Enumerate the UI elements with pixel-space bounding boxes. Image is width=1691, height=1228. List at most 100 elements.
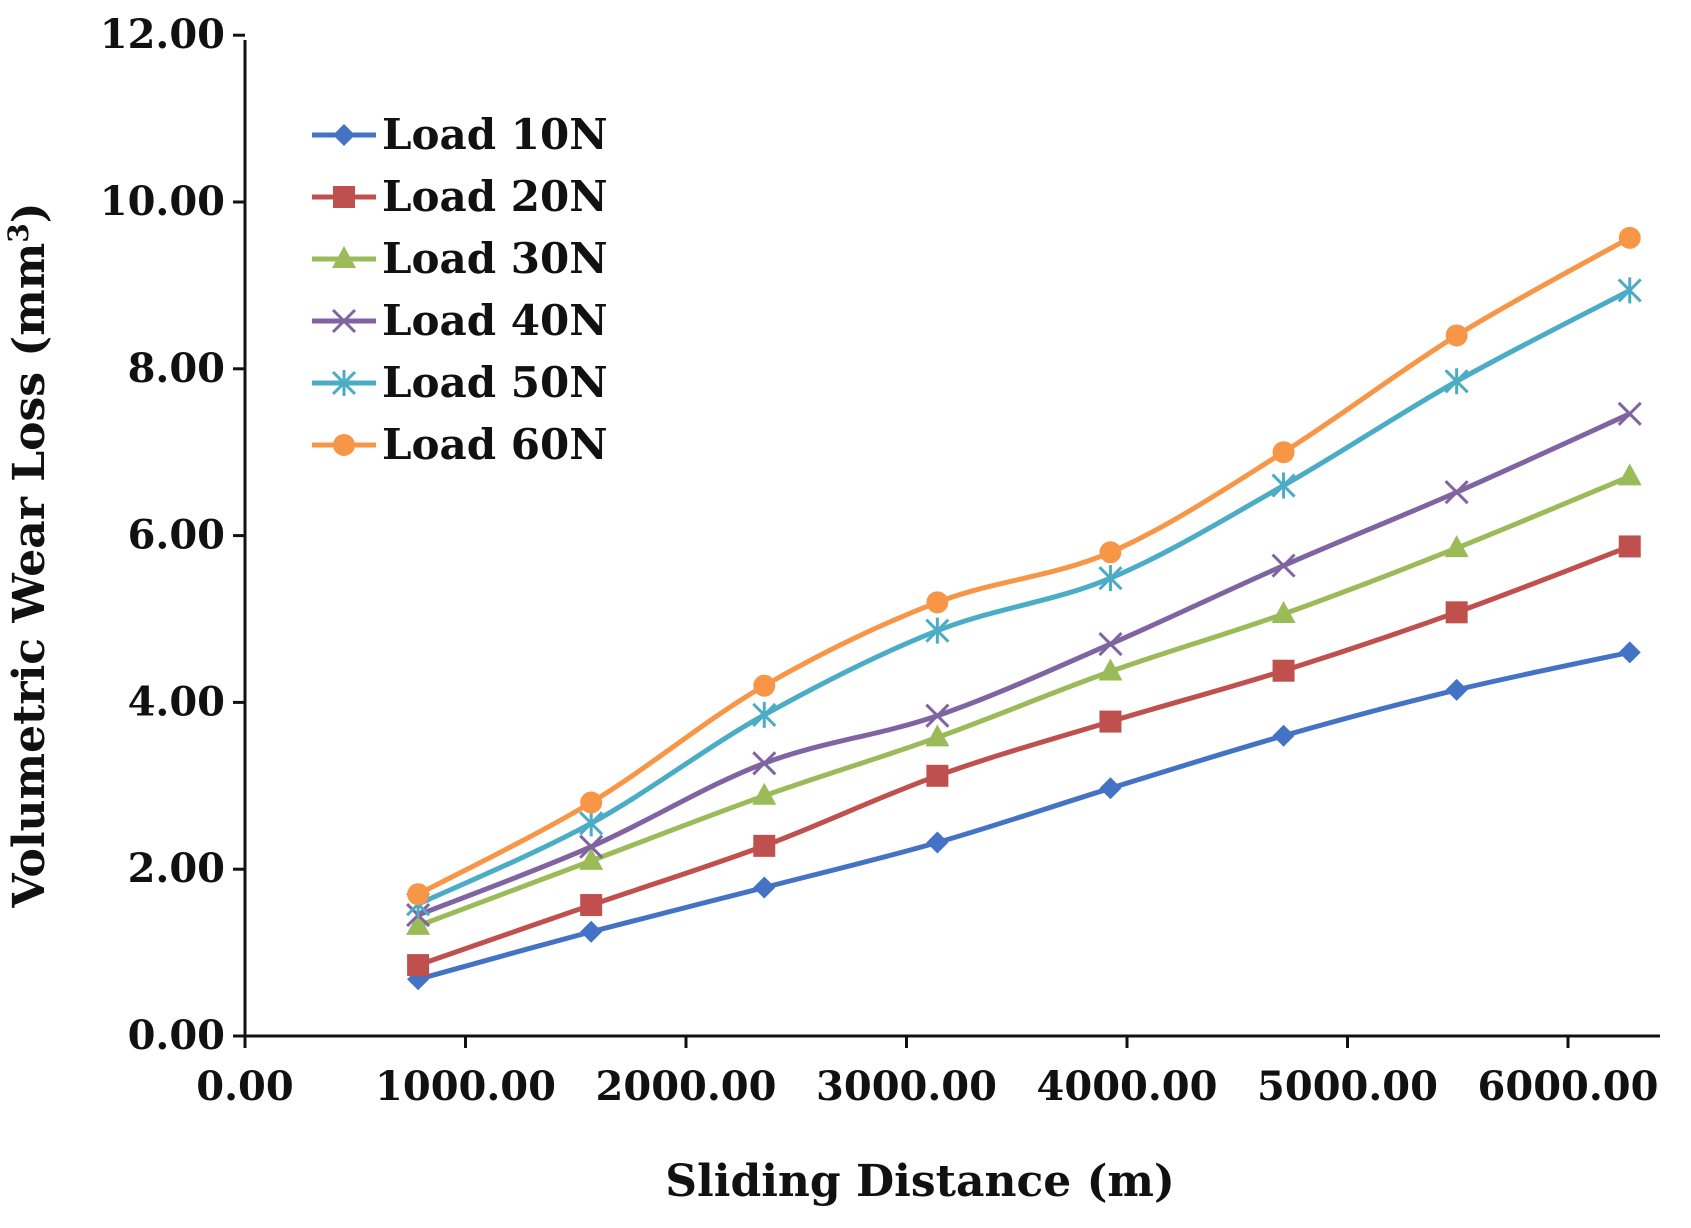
- series-load-60n: [407, 226, 1641, 906]
- y-axis-title-end: ): [4, 202, 55, 223]
- x-tick-label: 5000.00: [1257, 1063, 1438, 1110]
- data-point: [1098, 565, 1123, 592]
- series-load-20n: [407, 535, 1641, 977]
- x-tick-label: 4000.00: [1037, 1063, 1218, 1110]
- data-point: [1271, 553, 1296, 578]
- y-axis-title-main: Volumetric Wear Loss (mm: [4, 243, 55, 909]
- data-point: [926, 591, 949, 614]
- legend-label: Load 10N: [382, 110, 608, 159]
- series-line: [416, 235, 1631, 897]
- y-tick-label: 10.00: [100, 178, 225, 225]
- data-point: [1444, 535, 1469, 558]
- series-line: [417, 544, 1631, 968]
- data-point: [1272, 441, 1295, 464]
- data-point: [1618, 641, 1641, 664]
- data-point: [1617, 277, 1642, 304]
- series-line: [417, 288, 1631, 907]
- data-point: [1617, 401, 1642, 426]
- y-tick-label: 12.00: [100, 11, 225, 58]
- data-point: [1444, 368, 1469, 395]
- data-point: [1098, 631, 1123, 657]
- y-tick-label: 0.00: [128, 1012, 225, 1059]
- data-point: [580, 894, 603, 917]
- x-tick-label: 3000.00: [816, 1063, 997, 1110]
- x-axis-title: Sliding Distance (m): [665, 1156, 1175, 1207]
- legend-item: Load 20N: [312, 172, 608, 221]
- data-point: [925, 617, 950, 644]
- legend-marker: [331, 308, 357, 334]
- data-point: [753, 834, 776, 857]
- data-point: [1272, 659, 1295, 682]
- legend-marker: [333, 434, 355, 456]
- data-point: [752, 782, 777, 805]
- data-point: [1445, 601, 1468, 624]
- legend-item: Load 40N: [312, 296, 608, 345]
- legend-item: Load 60N: [312, 420, 608, 469]
- data-point: [406, 912, 431, 935]
- data-point: [407, 883, 430, 906]
- legend-item: Load 50N: [312, 358, 608, 407]
- data-point: [752, 701, 777, 728]
- x-tick-label: 2000.00: [596, 1063, 777, 1110]
- legend-marker: [333, 186, 355, 208]
- series-line: [417, 474, 1631, 929]
- data-point: [1618, 226, 1641, 249]
- data-point: [1099, 710, 1122, 733]
- data-point: [579, 847, 604, 870]
- data-point: [1445, 324, 1468, 347]
- legend-label: Load 30N: [382, 234, 608, 283]
- x-tick-label: 6000.00: [1478, 1063, 1659, 1110]
- data-point: [753, 876, 776, 899]
- legend-label: Load 50N: [382, 358, 608, 407]
- series-layer: [406, 226, 1642, 991]
- data-point: [926, 764, 949, 787]
- legend-marker: [333, 124, 355, 146]
- x-tick-label: 1000.00: [375, 1063, 556, 1110]
- series-load-30n: [406, 463, 1642, 935]
- y-axis-title: Volumetric Wear Loss (mm3): [2, 202, 55, 908]
- y-tick-label: 8.00: [128, 345, 225, 392]
- y-axis-title-superscript: 3: [2, 223, 35, 242]
- y-tick-label: 6.00: [128, 512, 225, 559]
- x-tick-label: 0.00: [196, 1063, 293, 1110]
- series-line: [417, 411, 1631, 918]
- data-point: [579, 834, 604, 859]
- data-point: [580, 791, 603, 814]
- data-point: [1099, 777, 1122, 800]
- data-point: [407, 954, 430, 977]
- data-point: [753, 674, 776, 697]
- data-point: [925, 724, 950, 747]
- legend-label: Load 20N: [382, 172, 608, 221]
- data-point: [580, 920, 603, 943]
- legend-item: Load 30N: [312, 234, 608, 283]
- plot-area: 0.00 2.00 4.00 6.00 8.00 10.00 12.00 0.00 1000.…: [100, 11, 1660, 1110]
- data-point: [1271, 600, 1296, 623]
- legend-marker: [331, 370, 357, 396]
- data-point: [1098, 658, 1123, 681]
- data-point: [579, 810, 604, 837]
- legend-label: Load 60N: [382, 420, 608, 469]
- series-load-10n: [407, 641, 1641, 991]
- y-tick-label: 2.00: [128, 845, 225, 892]
- data-point: [752, 751, 777, 776]
- data-point: [926, 831, 949, 854]
- data-point: [1444, 480, 1469, 505]
- data-point: [1271, 472, 1296, 499]
- data-point: [1445, 678, 1468, 701]
- x-axis-ticks: 0.00 1000.00 2000.00 3000.00 4000.00 5000.00 6…: [196, 1036, 1658, 1110]
- legend: Load 10N Load 20N Load 30N Load 40N Load 50N…: [312, 110, 608, 469]
- series-load-50n: [406, 277, 1642, 918]
- legend-label: Load 40N: [382, 296, 608, 345]
- data-point: [925, 703, 950, 728]
- y-tick-label: 4.00: [128, 678, 225, 725]
- y-axis-ticks: 0.00 2.00 4.00 6.00 8.00 10.00 12.00: [100, 11, 245, 1059]
- data-point: [1099, 541, 1122, 564]
- legend-item: Load 10N: [312, 110, 608, 159]
- data-point: [1617, 463, 1642, 486]
- series-line: [417, 649, 1631, 982]
- data-point: [1618, 535, 1641, 558]
- legend-marker: [332, 246, 356, 268]
- data-point: [1272, 724, 1295, 747]
